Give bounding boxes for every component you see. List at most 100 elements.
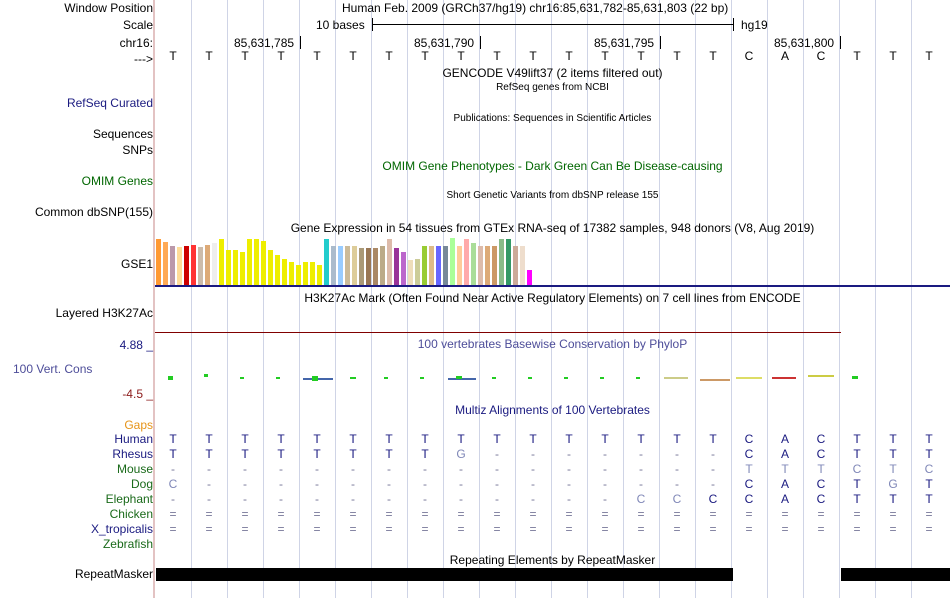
repeatmasker-track-title[interactable]: Repeating Elements by RepeatMasker [449, 553, 656, 567]
gtex-tissue-bar[interactable] [303, 262, 308, 285]
gtex-tissue-bar[interactable] [408, 260, 413, 285]
grid-line [551, 0, 552, 598]
gtex-tissue-bar[interactable] [436, 246, 441, 285]
gtex-tissue-bar[interactable] [471, 243, 476, 285]
alignment-base: - [459, 492, 463, 506]
gtex-tissue-bar[interactable] [520, 246, 525, 285]
alignment-base: - [387, 462, 391, 476]
gtex-tissue-bar[interactable] [184, 246, 189, 285]
gtex-tissue-bar[interactable] [394, 248, 399, 285]
gtex-tissue-bar[interactable] [275, 255, 280, 285]
gtex-tissue-bar[interactable] [205, 245, 210, 285]
gtex-tissue-bar[interactable] [443, 246, 448, 285]
gtex-tissue-bar[interactable] [450, 238, 455, 285]
gtex-tissue-bar[interactable] [380, 246, 385, 285]
species-label[interactable]: Zebrafish [102, 537, 153, 551]
gtex-tissue-bar[interactable] [478, 246, 483, 285]
gtex-tissue-bar[interactable] [387, 239, 392, 285]
species-label[interactable]: Elephant [105, 492, 153, 506]
gtex-tissue-bar[interactable] [177, 247, 182, 285]
gtex-tissue-bar[interactable] [282, 259, 287, 285]
species-label[interactable]: Human [114, 432, 153, 446]
layered-h3k27ac-label[interactable]: Layered H3K27Ac [55, 306, 153, 320]
gtex-tissue-bar[interactable] [352, 246, 357, 285]
gtex-tissue-bar[interactable] [240, 252, 245, 285]
species-label[interactable]: Mouse [116, 462, 153, 476]
window-position-text[interactable]: Human Feb. 2009 (GRCh37/hg19) chr16:85,6… [342, 1, 729, 15]
gtex-tissue-bar[interactable] [464, 239, 469, 285]
sequences-label[interactable]: Sequences [92, 127, 153, 141]
gtex-tissue-bar[interactable] [373, 248, 378, 285]
gtex-tissue-bar[interactable] [359, 248, 364, 285]
omim-genes-label[interactable]: OMIM Genes [81, 174, 153, 188]
gtex-tissue-bar[interactable] [156, 239, 161, 285]
phylop-label[interactable]: 100 Vert. Cons [13, 362, 93, 376]
label-divider[interactable] [153, 0, 155, 598]
species-label[interactable]: Dog [130, 477, 153, 491]
gtex-tissue-bar[interactable] [247, 239, 252, 285]
publications-track-title[interactable]: Publications: Sequences in Scientific Ar… [453, 113, 652, 124]
alignment-base: A [780, 477, 789, 491]
gencode-track-title[interactable]: GENCODE V49lift37 (2 items filtered out) [442, 66, 663, 80]
gtex-tissue-bar[interactable] [485, 246, 490, 285]
phylop-track-title[interactable]: 100 vertebrates Basewise Conservation by… [417, 337, 688, 351]
grid-line [335, 0, 336, 598]
repeat-element-bar[interactable] [156, 568, 733, 581]
species-label[interactable]: Rhesus [112, 447, 153, 461]
dbsnp-track-title[interactable]: Short Genetic Variants from dbSNP releas… [446, 190, 659, 201]
gtex-tissue-bar[interactable] [261, 241, 266, 285]
alignment-base: - [711, 462, 715, 476]
gtex-tissue-bar[interactable] [415, 259, 420, 285]
alignment-base: - [423, 477, 427, 491]
gtex-tissue-bar[interactable] [429, 246, 434, 285]
gtex-tissue-bar[interactable] [457, 246, 462, 285]
gtex-tissue-bar[interactable] [198, 247, 203, 285]
alignment-base: - [351, 477, 355, 491]
gaps-label[interactable]: Gaps [124, 418, 153, 432]
gse1-label[interactable]: GSE1 [120, 257, 153, 271]
gtex-tissue-bar[interactable] [401, 252, 406, 285]
refseq-track-title[interactable]: RefSeq genes from NCBI [496, 82, 609, 93]
species-label[interactable]: X_tropicalis [90, 522, 153, 536]
gtex-tissue-bar[interactable] [212, 243, 217, 285]
gtex-tissue-bar[interactable] [170, 246, 175, 285]
alignment-base: - [675, 477, 679, 491]
gtex-tissue-bar[interactable] [317, 265, 322, 285]
gtex-tissue-bar[interactable] [296, 265, 301, 285]
gtex-tissue-bar[interactable] [499, 239, 504, 285]
snps-label[interactable]: SNPs [122, 143, 153, 157]
refseq-label[interactable]: RefSeq Curated [66, 96, 153, 110]
gtex-tissue-bar[interactable] [366, 248, 371, 285]
gtex-tissue-bar[interactable] [506, 239, 511, 285]
gtex-tissue-bar[interactable] [338, 246, 343, 285]
strand-arrow-label[interactable]: ---> [134, 52, 153, 66]
gtex-tissue-bar[interactable] [492, 246, 497, 285]
alignment-base: T [925, 492, 933, 506]
gtex-tissue-bar[interactable] [226, 250, 231, 285]
gtex-tissue-bar[interactable] [331, 246, 336, 285]
gtex-tissue-bar[interactable] [268, 250, 273, 285]
gtex-tissue-bar[interactable] [191, 245, 196, 285]
gtex-tissue-bar[interactable] [254, 239, 259, 285]
gtex-tissue-bar[interactable] [324, 239, 329, 285]
gtex-tissue-bar[interactable] [233, 250, 238, 285]
gtex-tissue-bar[interactable] [345, 246, 350, 285]
gtex-track-title[interactable]: Gene Expression in 54 tissues from GTEx … [290, 221, 815, 235]
gtex-tissue-bar[interactable] [219, 239, 224, 285]
species-label[interactable]: Chicken [109, 507, 153, 521]
common-dbsnp-label[interactable]: Common dbSNP(155) [34, 205, 153, 219]
alignment-base: - [639, 462, 643, 476]
gtex-tissue-bar[interactable] [513, 246, 518, 285]
repeatmasker-label[interactable]: RepeatMasker [74, 567, 153, 581]
multiz-track-title[interactable]: Multiz Alignments of 100 Vertebrates [455, 403, 650, 417]
gtex-tissue-bar[interactable] [527, 270, 532, 285]
gtex-baseline [155, 285, 950, 287]
gtex-tissue-bar[interactable] [163, 242, 168, 285]
omim-track-title[interactable]: OMIM Gene Phenotypes - Dark Green Can Be… [382, 159, 723, 173]
repeat-element-bar[interactable] [841, 568, 950, 581]
gtex-tissue-bar[interactable] [289, 262, 294, 285]
alignment-base: T [853, 447, 861, 461]
gtex-tissue-bar[interactable] [422, 246, 427, 285]
h3k27ac-track-title[interactable]: H3K27Ac Mark (Often Found Near Active Re… [304, 291, 801, 305]
gtex-tissue-bar[interactable] [310, 262, 315, 285]
